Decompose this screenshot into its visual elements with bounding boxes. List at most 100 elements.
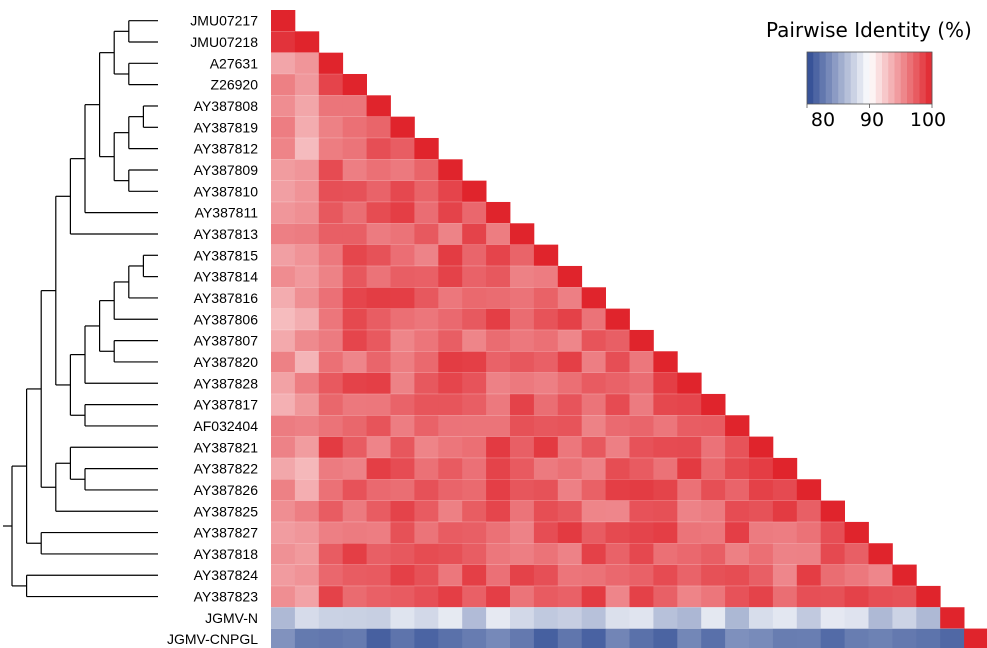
heatmap-cell-17-11 bbox=[533, 372, 559, 395]
heatmap-cell-19-0 bbox=[271, 415, 296, 437]
heatmap-cell-8-4 bbox=[366, 180, 391, 203]
heatmap-cell-27-19 bbox=[725, 585, 750, 608]
heatmap-cell-24-5 bbox=[390, 521, 415, 544]
heatmap-cell-21-12 bbox=[557, 457, 583, 480]
taxon-label-ay387823: AY387823 bbox=[194, 589, 259, 605]
taxon-label-ay387819: AY387819 bbox=[194, 119, 259, 135]
heatmap-cell-7-0 bbox=[271, 159, 296, 182]
legend-swatch-9 bbox=[863, 52, 870, 104]
heatmap-cell-28-25 bbox=[868, 607, 893, 629]
taxon-label-ay387810: AY387810 bbox=[194, 183, 259, 199]
heatmap-cell-28-26 bbox=[892, 607, 917, 629]
heatmap-cell-24-9 bbox=[486, 521, 511, 544]
heatmap-cell-27-25 bbox=[868, 585, 893, 608]
heatmap-cell-29-26 bbox=[892, 628, 917, 648]
heatmap-cell-5-4 bbox=[366, 116, 391, 139]
heatmap-cell-20-17 bbox=[677, 436, 702, 459]
heatmap-cell-20-13 bbox=[581, 436, 606, 459]
heatmap-cell-21-2 bbox=[318, 457, 344, 480]
taxon-label-jmu07217: JMU07217 bbox=[190, 13, 258, 29]
heatmap-cell-16-16 bbox=[653, 351, 678, 374]
heatmap-cell-12-5 bbox=[390, 265, 415, 288]
heatmap-cell-24-17 bbox=[677, 521, 702, 544]
heatmap-cell-24-24 bbox=[844, 521, 869, 544]
heatmap-cell-28-28 bbox=[940, 607, 965, 629]
taxon-label-ay387825: AY387825 bbox=[194, 503, 259, 519]
heatmap-cell-28-11 bbox=[533, 607, 559, 629]
taxon-label-jmu07218: JMU07218 bbox=[190, 34, 258, 50]
heatmap-cell-11-0 bbox=[271, 244, 296, 267]
heatmap-cell-29-11 bbox=[533, 628, 559, 648]
heatmap-cell-27-26 bbox=[892, 585, 917, 608]
heatmap-cell-26-10 bbox=[510, 564, 535, 587]
heatmap-cell-19-18 bbox=[701, 415, 726, 437]
heatmap-cell-28-6 bbox=[414, 607, 439, 629]
heatmap-cell-29-5 bbox=[390, 628, 415, 648]
heatmap-cell-23-8 bbox=[462, 500, 487, 523]
heatmap-cell-12-7 bbox=[438, 265, 463, 288]
heatmap-cell-29-4 bbox=[366, 628, 391, 648]
heatmap-cell-22-8 bbox=[462, 479, 487, 501]
heatmap-cell-9-9 bbox=[486, 201, 511, 224]
taxon-label-ay387827: AY387827 bbox=[194, 525, 259, 541]
heatmap-cell-18-13 bbox=[581, 393, 606, 416]
heatmap-cell-9-0 bbox=[271, 201, 296, 224]
taxon-label-ay387828: AY387828 bbox=[194, 375, 259, 391]
heatmap-cell-24-3 bbox=[342, 521, 367, 544]
heatmap-cell-10-3 bbox=[342, 223, 367, 246]
heatmap-cell-22-3 bbox=[342, 479, 367, 501]
taxon-label-z26920: Z26920 bbox=[211, 77, 259, 93]
heatmap-cell-1-1 bbox=[294, 31, 320, 54]
heatmap-cell-22-18 bbox=[701, 479, 726, 501]
heatmap-cell-19-15 bbox=[629, 415, 654, 437]
heatmap-cell-16-13 bbox=[581, 351, 606, 374]
heatmap-cell-16-7 bbox=[438, 351, 463, 374]
heatmap-cell-26-5 bbox=[390, 564, 415, 587]
heatmap-cell-27-7 bbox=[438, 585, 463, 608]
heatmap-cell-15-10 bbox=[510, 329, 535, 352]
heatmap-cell-18-7 bbox=[438, 393, 463, 416]
heatmap-cell-24-23 bbox=[820, 521, 845, 544]
heatmap-cell-11-10 bbox=[510, 244, 535, 267]
taxon-label-ay387814: AY387814 bbox=[194, 269, 259, 285]
heatmap-cell-17-4 bbox=[366, 372, 391, 395]
taxon-label-ay387818: AY387818 bbox=[194, 546, 259, 562]
heatmap-cell-20-3 bbox=[342, 436, 367, 459]
heatmap-cell-9-1 bbox=[294, 201, 320, 224]
heatmap-cell-25-14 bbox=[605, 543, 630, 565]
heatmap-cell-15-1 bbox=[294, 329, 320, 352]
heatmap-cell-27-27 bbox=[916, 585, 941, 608]
heatmap-cell-19-14 bbox=[605, 415, 630, 437]
heatmap-cell-23-4 bbox=[366, 500, 391, 523]
heatmap-cell-18-2 bbox=[318, 393, 344, 416]
heatmap-cell-23-2 bbox=[318, 500, 344, 523]
heatmap-cell-23-9 bbox=[486, 500, 511, 523]
heatmap-cell-7-6 bbox=[414, 159, 439, 182]
heatmap-cell-24-1 bbox=[294, 521, 320, 544]
heatmap-cell-17-6 bbox=[414, 372, 439, 395]
heatmap-cell-20-2 bbox=[318, 436, 344, 459]
heatmap-cell-22-19 bbox=[725, 479, 750, 501]
taxon-label-ay387811: AY387811 bbox=[195, 205, 259, 221]
heatmap-cell-20-15 bbox=[629, 436, 654, 459]
heatmap-cell-18-16 bbox=[653, 393, 678, 416]
heatmap-cell-23-14 bbox=[605, 500, 630, 523]
heatmap-cell-17-10 bbox=[510, 372, 535, 395]
heatmap-cell-28-15 bbox=[629, 607, 654, 629]
heatmap-cell-2-0 bbox=[271, 52, 296, 75]
heatmap-cell-13-7 bbox=[438, 287, 463, 310]
heatmap-cell-18-9 bbox=[486, 393, 511, 416]
heatmap-cell-8-2 bbox=[318, 180, 344, 203]
heatmap-cell-28-4 bbox=[366, 607, 391, 629]
heatmap-cell-26-12 bbox=[557, 564, 583, 587]
heatmap-cell-12-3 bbox=[342, 265, 367, 288]
heatmap-cell-26-3 bbox=[342, 564, 367, 587]
heatmap-cell-15-5 bbox=[390, 329, 415, 352]
heatmap-cell-29-29 bbox=[964, 628, 987, 648]
heatmap-cell-21-6 bbox=[414, 457, 439, 480]
heatmap-cell-17-15 bbox=[629, 372, 654, 395]
heatmap-cell-24-20 bbox=[749, 521, 774, 544]
heatmap-cell-23-23 bbox=[820, 500, 845, 523]
heatmap-cell-20-4 bbox=[366, 436, 391, 459]
heatmap-cell-27-14 bbox=[605, 585, 630, 608]
